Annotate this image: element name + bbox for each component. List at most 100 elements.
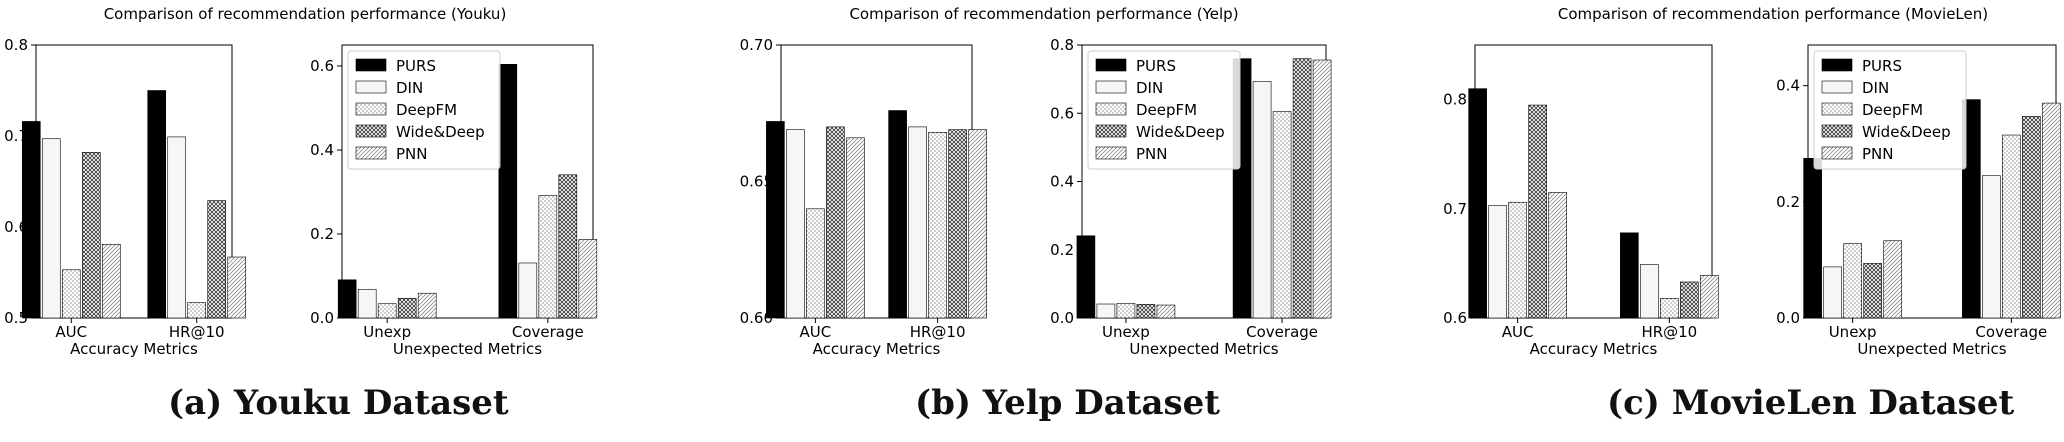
legend-label: PURS xyxy=(396,57,436,75)
legend-swatch xyxy=(355,124,387,138)
bar-widedeep-unexp xyxy=(1863,263,1882,319)
legend-swatch xyxy=(355,146,387,160)
bar-deepfm-unexp xyxy=(377,303,397,319)
legend: PURS DIN DeepFM Wide&Deep PNN xyxy=(1813,50,1967,170)
x-tick-label: HR@10 xyxy=(169,323,225,341)
legend-label: DeepFM xyxy=(396,101,457,119)
x-axis-title: Accuracy Metrics xyxy=(70,340,198,358)
bar-deepfm-hr10 xyxy=(928,132,947,319)
legend-label: DIN xyxy=(1136,79,1163,97)
bar-pnn-unexp xyxy=(417,292,437,319)
bar-pnn-auc xyxy=(1548,192,1567,319)
bar-pnn-hr10 xyxy=(1700,275,1719,319)
bar-pnn-unexp xyxy=(1156,304,1176,319)
y-tick-label: 0.6 xyxy=(1443,309,1467,327)
legend-swatch xyxy=(1095,102,1127,116)
bar-din-auc xyxy=(41,138,61,319)
bar-din-coverage xyxy=(1982,175,2001,319)
bar-purs-coverage xyxy=(1962,99,1981,319)
chart-title-movielen: Comparison of recommendation performance… xyxy=(1558,5,1988,23)
bar-deepfm-unexp xyxy=(1116,303,1136,319)
bar-widedeep-coverage xyxy=(2022,116,2041,319)
legend-label: DeepFM xyxy=(1862,101,1923,119)
y-tick-label: 0.6 xyxy=(1050,104,1074,122)
bar-deepfm-auc xyxy=(806,208,825,319)
bar-widedeep-hr10 xyxy=(1680,281,1699,319)
bar-deepfm-coverage xyxy=(2002,134,2021,319)
bar-din-auc xyxy=(786,129,805,319)
y-tick-label: 0.2 xyxy=(1776,193,1800,211)
y-tick-label: 0.4 xyxy=(1050,173,1074,191)
x-axis-title: Unexpected Metrics xyxy=(393,340,542,358)
x-axis-title: Unexpected Metrics xyxy=(1129,340,1278,358)
legend: PURS DIN DeepFM Wide&Deep PNN xyxy=(1087,50,1241,170)
bar-purs-auc xyxy=(21,121,41,319)
x-tick-label: Unexp xyxy=(1829,323,1877,341)
bar-deepfm-auc xyxy=(1508,201,1527,319)
bar-widedeep-auc xyxy=(1528,104,1547,319)
legend-swatch xyxy=(1821,102,1853,116)
bar-deepfm-coverage xyxy=(538,195,558,319)
bar-purs-unexp xyxy=(1803,157,1822,319)
legend-label: DIN xyxy=(1862,79,1889,97)
bar-deepfm-unexp xyxy=(1843,243,1862,319)
legend-swatch xyxy=(1095,80,1127,94)
y-tick-label: 0.8 xyxy=(1050,36,1074,54)
legend-swatch xyxy=(355,80,387,94)
bar-din-auc xyxy=(1488,205,1507,319)
legend-swatch xyxy=(1095,124,1127,138)
bar-purs-hr10 xyxy=(1620,232,1639,319)
bar-widedeep-coverage xyxy=(558,174,578,319)
legend-swatch xyxy=(1821,80,1853,94)
bar-din-coverage xyxy=(1252,81,1272,319)
bar-purs-hr10 xyxy=(147,90,167,319)
legend-frame xyxy=(347,50,501,170)
caption-yelp: (b) Yelp Dataset xyxy=(915,383,1220,423)
y-tick-label: 0.6 xyxy=(310,57,334,75)
x-tick-label: Unexp xyxy=(1102,323,1150,341)
legend-label: PNN xyxy=(1136,145,1168,163)
bar-din-unexp xyxy=(1096,303,1116,319)
x-tick-label: Coverage xyxy=(512,323,584,341)
legend-swatch xyxy=(1821,146,1853,160)
x-tick-label: AUC xyxy=(55,323,87,341)
x-tick-label: HR@10 xyxy=(910,323,966,341)
bar-purs-unexp xyxy=(1076,235,1096,319)
y-tick-label: 0.8 xyxy=(1443,91,1467,109)
y-tick-label: 0.0 xyxy=(310,309,334,327)
bar-pnn-coverage xyxy=(1312,59,1332,319)
y-tick-label: 0.70 xyxy=(740,36,773,54)
plot-frame xyxy=(341,44,594,319)
legend-label: Wide&Deep xyxy=(1136,123,1225,141)
x-axis-title: Unexpected Metrics xyxy=(1857,340,2006,358)
x-tick-label: Unexp xyxy=(363,323,411,341)
legend-label: DIN xyxy=(396,79,423,97)
bar-deepfm-hr10 xyxy=(1660,298,1679,319)
x-axis-title: Accuracy Metrics xyxy=(1530,340,1658,358)
legend-label: PNN xyxy=(396,145,428,163)
legend-label: PURS xyxy=(1136,57,1176,75)
chart-title-youku: Comparison of recommendation performance… xyxy=(104,5,507,23)
legend: PURS DIN DeepFM Wide&Deep PNN xyxy=(347,50,501,170)
caption-movielen: (c) MovieLen Dataset xyxy=(1607,383,2015,423)
bar-purs-hr10 xyxy=(888,110,907,319)
bar-din-hr10 xyxy=(908,126,927,319)
y-tick-label: 0.60 xyxy=(740,309,773,327)
legend-swatch xyxy=(355,102,387,116)
x-tick-label: HR@10 xyxy=(1641,323,1697,341)
x-tick-label: Coverage xyxy=(1246,323,1318,341)
bar-purs-coverage xyxy=(498,64,518,319)
bar-purs-unexp xyxy=(337,279,357,319)
bar-din-coverage xyxy=(518,262,538,319)
bar-din-unexp xyxy=(357,289,377,319)
legend-swatch xyxy=(1095,146,1127,160)
y-tick-label: 0.8 xyxy=(4,36,28,54)
y-tick-label: 0.0 xyxy=(1776,309,1800,327)
legend-label: PNN xyxy=(1862,145,1894,163)
y-tick-label: 0.4 xyxy=(1776,77,1800,95)
y-tick-label: 0.0 xyxy=(1050,309,1074,327)
